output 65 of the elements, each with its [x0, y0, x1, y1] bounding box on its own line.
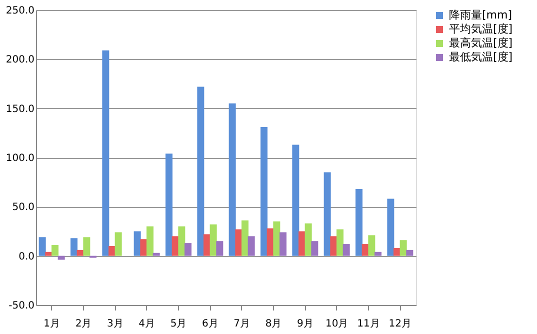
bar: [178, 226, 186, 256]
x-tick-label: 3月: [106, 318, 124, 330]
bar: [273, 221, 280, 256]
x-tick-label: 10月: [325, 318, 348, 330]
bar: [330, 236, 338, 256]
bar: [298, 231, 306, 256]
bar: [152, 252, 160, 256]
x-tick-label: 7月: [234, 318, 250, 330]
bar: [406, 250, 414, 256]
bar: [216, 241, 224, 256]
bar: [280, 232, 286, 256]
bar: [204, 234, 210, 256]
bar: [45, 252, 52, 256]
legend-label: 最低気温[度]: [449, 50, 513, 64]
y-tick-label: 50.0: [12, 202, 34, 214]
bar: [394, 248, 400, 256]
bar: [108, 246, 116, 256]
bar: [140, 239, 148, 256]
x-tick-label: 4月: [138, 318, 156, 330]
bar: [324, 172, 331, 256]
x-tick-label: 12月: [388, 318, 412, 330]
bar: [400, 240, 407, 256]
legend-label: 平均気温[度]: [449, 22, 513, 36]
y-tick-label: 200.0: [6, 54, 34, 66]
bar: [166, 154, 172, 256]
x-tick-label: 5月: [170, 318, 187, 330]
bar: [146, 226, 154, 256]
bar: [38, 237, 46, 256]
x-tick-label: 8月: [265, 318, 282, 330]
bar: [83, 237, 90, 256]
bar: [235, 229, 242, 256]
y-tick-label: -50.0: [8, 300, 34, 312]
bar: [58, 256, 65, 260]
x-tick-label: 9月: [296, 318, 314, 330]
bar: [374, 252, 382, 256]
bar: [70, 238, 78, 256]
bar: [387, 198, 394, 256]
legend-label: 最高気温[度]: [449, 36, 513, 50]
bar: [356, 188, 362, 256]
x-tick-label: 11月: [357, 318, 380, 330]
bar: [342, 244, 350, 256]
legend-label: 降雨量[mm]: [449, 8, 512, 22]
y-tick-label: 150.0: [6, 104, 34, 115]
bar: [197, 86, 204, 256]
x-tick-label: 1月: [44, 318, 60, 330]
bar: [260, 127, 268, 256]
bar: [52, 245, 58, 256]
y-tick-label: 250.0: [6, 6, 34, 16]
bar: [242, 220, 248, 256]
bar: [336, 229, 344, 256]
bar: [184, 243, 192, 256]
bar: [210, 224, 217, 256]
bar: [102, 50, 110, 256]
bar: [311, 241, 318, 256]
bar: [248, 236, 255, 256]
x-tick-label: 6月: [202, 318, 218, 330]
y-tick-label: 100.0: [6, 153, 34, 164]
x-tick-label: 2月: [75, 318, 92, 330]
bar: [228, 103, 236, 256]
y-tick-label: 0.0: [18, 251, 34, 262]
bar: [134, 231, 141, 256]
bar: [368, 235, 376, 256]
bar: [292, 144, 300, 256]
bar: [304, 223, 312, 256]
bar: [114, 232, 122, 256]
